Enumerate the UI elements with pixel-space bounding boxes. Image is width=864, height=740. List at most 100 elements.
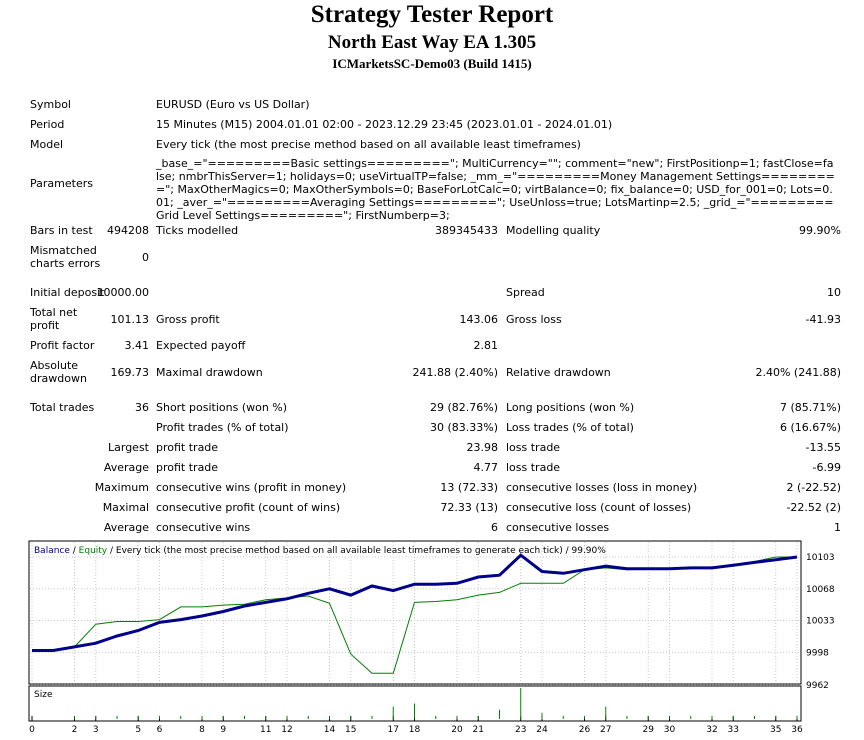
legend-description: / Every tick (the most precise method ba… — [107, 546, 606, 556]
x-tick-label: 36 — [791, 725, 803, 735]
gross-profit-value: 143.06 — [459, 313, 499, 326]
size-label: Size — [34, 690, 53, 700]
ea-name: North East Way EA 1.305 — [327, 32, 537, 53]
average-consecutive-losses-label: consecutive losses — [506, 521, 610, 534]
account-build: ICMarketsSC-Demo03 (Build 1415) — [332, 56, 532, 71]
net-profit-value: 101.13 — [110, 313, 150, 326]
model-label: Model — [30, 138, 64, 151]
largest-profit-trade-value: 23.98 — [466, 441, 499, 454]
y-tick-label: 10103 — [806, 553, 835, 563]
chart-legend: Balance / Equity / Every tick (the most … — [34, 546, 606, 556]
parameters-value: _base_="=========Basic settings=========… — [156, 157, 835, 222]
average-loss-trade-label: loss trade — [506, 461, 561, 474]
x-tick-label: 32 — [706, 725, 717, 735]
x-tick-label: 30 — [664, 725, 676, 735]
symbol-label: Symbol — [30, 98, 71, 111]
expected-payoff-value: 2.81 — [473, 339, 499, 352]
spread-label: Spread — [506, 286, 545, 299]
profit-trades-label: Profit trades (% of total) — [156, 421, 289, 434]
x-tick-label: 18 — [409, 725, 421, 735]
model-value: Every tick (the most precise method base… — [156, 138, 581, 151]
absolute-drawdown-value: 169.73 — [110, 366, 150, 379]
long-positions-value: 7 (85.71%) — [779, 401, 841, 414]
gross-loss-value: -41.93 — [805, 313, 841, 326]
y-tick-label: 9962 — [806, 681, 829, 691]
x-tick-label: 20 — [451, 725, 463, 735]
ticks-value: 389345433 — [435, 224, 498, 237]
absolute-drawdown-label: Absolute drawdown — [30, 359, 87, 385]
x-tick-label: 21 — [473, 725, 484, 735]
short-positions-value: 29 (82.76%) — [429, 401, 498, 414]
average-loss-trade-value: -6.99 — [812, 461, 841, 474]
symbol-value: EURUSD (Euro vs US Dollar) — [156, 98, 310, 111]
mismatch-label: Mismatched charts errors — [30, 244, 101, 270]
report-title: Strategy Tester Report — [310, 1, 554, 28]
total-trades-label: Total trades — [30, 401, 95, 414]
maximal-consecutive-profit-label: consecutive profit (count of wins) — [156, 501, 341, 514]
average-consecutive-label: Average — [103, 521, 149, 534]
largest-loss-trade-label: loss trade — [506, 441, 561, 454]
period-label: Period — [30, 118, 65, 131]
x-tick-label: 35 — [770, 725, 781, 735]
x-tick-label: 5 — [135, 725, 141, 735]
x-tick-label: 17 — [388, 725, 399, 735]
deposit-value: 10000.00 — [96, 286, 150, 299]
profit-factor-label: Profit factor — [30, 339, 95, 352]
x-tick-label: 23 — [515, 725, 526, 735]
net-profit-label: Total net profit — [30, 306, 78, 332]
x-tick-label: 3 — [93, 725, 99, 735]
total-trades-value: 36 — [135, 401, 149, 414]
bars-value: 494208 — [107, 224, 149, 237]
x-tick-label: 33 — [728, 725, 739, 735]
loss-trades-label: Loss trades (% of total) — [506, 421, 634, 434]
gross-loss-label: Gross loss — [506, 313, 562, 326]
parameters-label: Parameters — [30, 177, 93, 190]
ticks-label: Ticks modelled — [156, 224, 239, 237]
x-tick-label: 0 — [29, 725, 35, 735]
x-tick-label: 27 — [600, 725, 611, 735]
loss-trades-value: 6 (16.67%) — [779, 421, 841, 434]
maximal-consecutive-profit-value: 72.33 (13) — [440, 501, 498, 514]
profit-factor-value: 3.41 — [124, 339, 150, 352]
y-tick-label: 10033 — [806, 617, 835, 627]
x-tick-label: 26 — [579, 725, 591, 735]
average-profit-trade-label: profit trade — [156, 461, 219, 474]
x-tick-label: 2 — [72, 725, 78, 735]
average-profit-trade-value: 4.77 — [473, 461, 499, 474]
main-plot-frame — [28, 540, 802, 685]
bars-label: Bars in test — [30, 224, 93, 237]
relative-drawdown-label: Relative drawdown — [506, 366, 611, 379]
balance-series-line — [32, 553, 798, 652]
legend-equity: Equity — [79, 546, 108, 556]
x-tick-label: 12 — [281, 725, 292, 735]
long-positions-label: Long positions (won %) — [506, 401, 635, 414]
x-tick-label: 24 — [536, 725, 548, 735]
x-tick-label: 29 — [643, 725, 655, 735]
deposit-label: Initial deposit — [30, 286, 105, 299]
x-tick-label: 6 — [157, 725, 163, 735]
spread-value: 10 — [827, 286, 841, 299]
maximum-label: Maximum — [94, 481, 149, 494]
legend-separator: / — [70, 546, 79, 556]
max-consecutive-losses-value: 2 (-22.52) — [786, 481, 841, 494]
mismatch-value: 0 — [142, 251, 149, 264]
relative-drawdown-value: 2.40% (241.88) — [755, 366, 841, 379]
average-consecutive-wins-value: 6 — [491, 521, 498, 534]
max-consecutive-wins-label: consecutive wins (profit in money) — [156, 481, 347, 494]
maximal-drawdown-label: Maximal drawdown — [156, 366, 263, 379]
max-consecutive-losses-label: consecutive losses (loss in money) — [506, 481, 698, 494]
profit-trades-value: 30 (83.33%) — [429, 421, 498, 434]
maximal-drawdown-value: 241.88 (2.40%) — [412, 366, 498, 379]
maximal-label: Maximal — [102, 501, 149, 514]
average-consecutive-losses-value: 1 — [834, 521, 841, 534]
y-tick-label: 10068 — [806, 585, 835, 595]
largest-loss-trade-value: -13.55 — [805, 441, 841, 454]
largest-label: Largest — [108, 441, 149, 454]
gross-profit-label: Gross profit — [156, 313, 220, 326]
expected-payoff-label: Expected payoff — [156, 339, 246, 352]
x-tick-label: 14 — [324, 725, 336, 735]
largest-profit-trade-label: profit trade — [156, 441, 219, 454]
max-consecutive-wins-value: 13 (72.33) — [440, 481, 498, 494]
quality-label: Modelling quality — [506, 224, 601, 237]
